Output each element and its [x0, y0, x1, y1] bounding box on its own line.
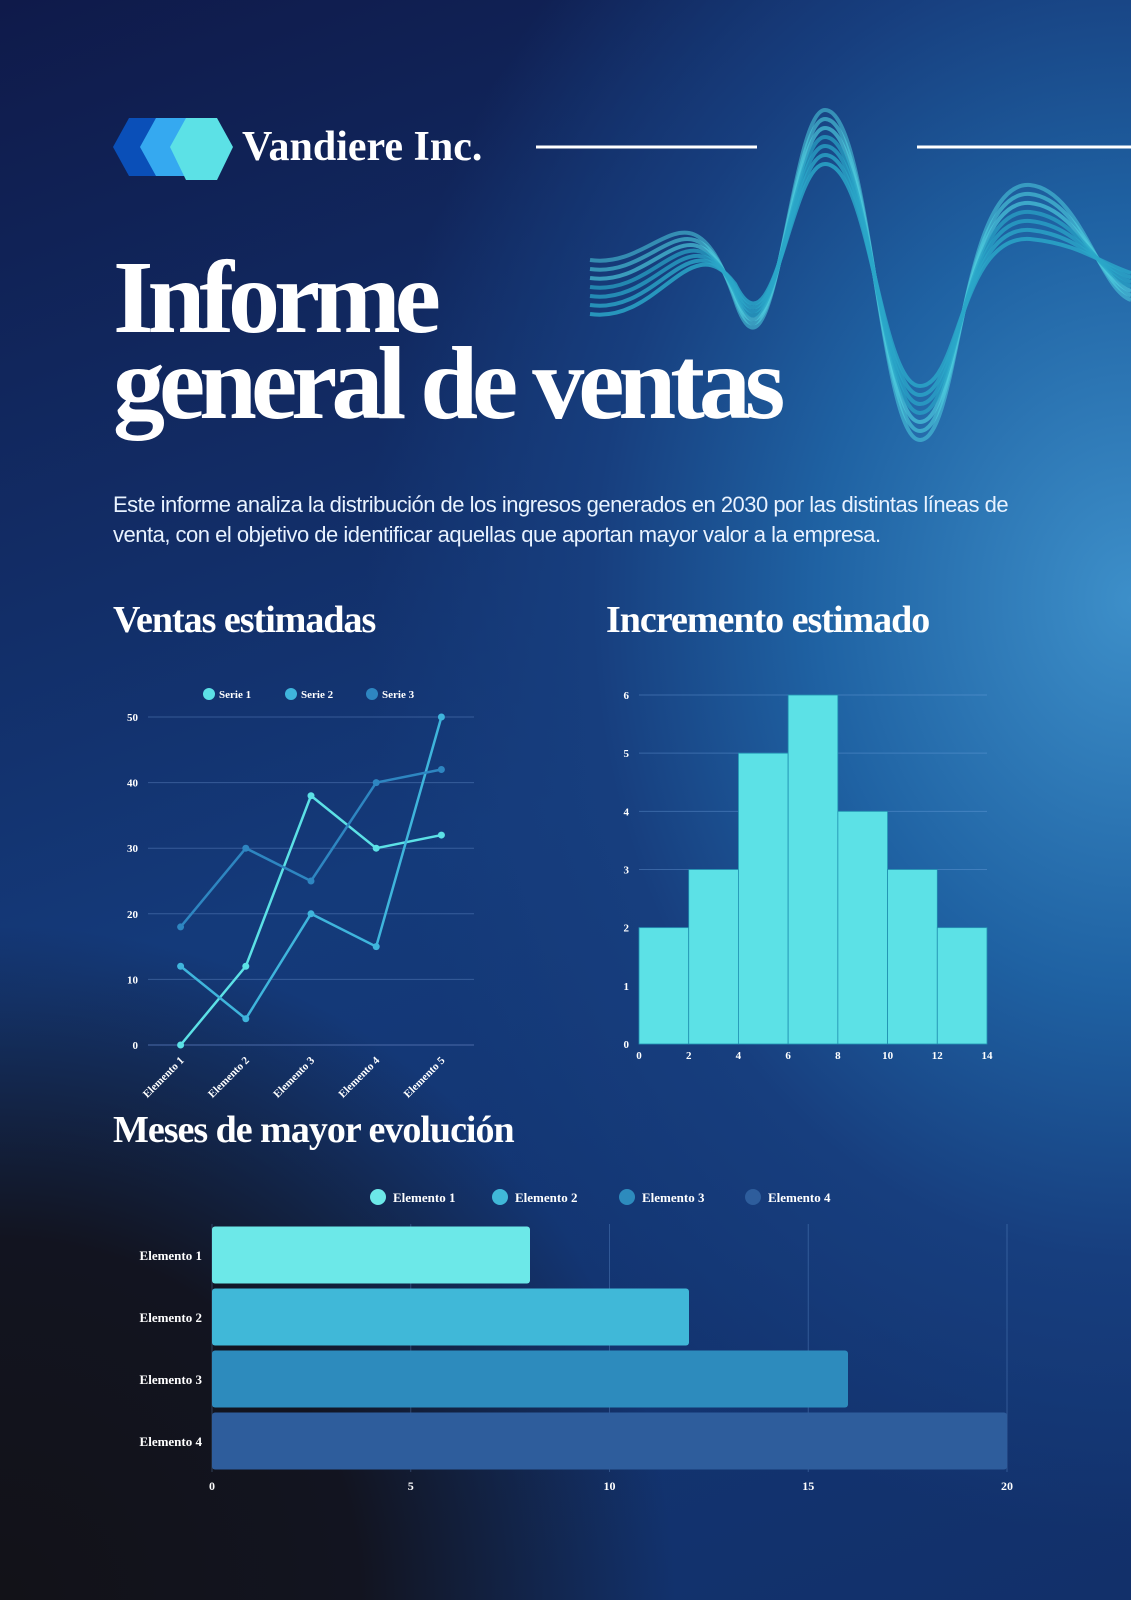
- y-tick-label: 3: [624, 865, 630, 877]
- bar: [212, 1288, 689, 1346]
- intro: Este informe analiza la distribución de …: [113, 492, 1009, 547]
- y-tick-label: 4: [624, 806, 630, 818]
- legend-marker: [492, 1189, 508, 1205]
- point: [372, 779, 380, 787]
- x-tick-label: 0: [209, 1479, 215, 1493]
- point: [242, 962, 250, 970]
- y-tick-label: 30: [127, 843, 139, 855]
- y-tick-label: 10: [127, 974, 139, 986]
- bar: [212, 1412, 1007, 1470]
- legend-label: Serie 2: [301, 689, 334, 701]
- x-tick-label: 15: [802, 1479, 814, 1493]
- y-tick-label: Elemento 1: [140, 1248, 202, 1263]
- x-tick-label: Elemento 3: [271, 1054, 317, 1100]
- point: [177, 923, 185, 931]
- legend-marker: [370, 1189, 386, 1205]
- legend-label: Serie 3: [382, 689, 415, 701]
- brand: Vandiere Inc.: [242, 124, 482, 170]
- chart-title: Ventas estimadas: [113, 599, 376, 641]
- y-tick-label: 0: [624, 1039, 630, 1051]
- y-tick-label: 6: [624, 690, 630, 702]
- bar: [688, 869, 739, 1045]
- x-tick-label: 20: [1001, 1479, 1013, 1493]
- legend-label: Elemento 3: [642, 1190, 705, 1205]
- y-tick-label: Elemento 3: [140, 1372, 203, 1387]
- x-tick-label: 8: [835, 1050, 841, 1062]
- legend-label: Elemento 4: [768, 1190, 831, 1205]
- legend-marker: [619, 1189, 635, 1205]
- bar: [212, 1226, 530, 1284]
- y-tick-label: 50: [127, 712, 139, 724]
- logo-hex: [170, 118, 233, 180]
- bar: [787, 694, 839, 1045]
- x-tick-label: 4: [736, 1050, 742, 1062]
- bar: [936, 927, 988, 1045]
- point: [307, 910, 315, 918]
- y-tick-label: 20: [127, 909, 139, 921]
- legend-label: Elemento 2: [515, 1190, 577, 1205]
- point: [372, 844, 380, 852]
- point: [437, 831, 445, 839]
- wave: [589, 161, 1131, 389]
- x-tick-label: 2: [686, 1050, 692, 1062]
- series-line: [179, 793, 442, 1046]
- x-tick-label: 10: [604, 1479, 616, 1493]
- point: [437, 713, 445, 721]
- point: [307, 877, 315, 885]
- x-tick-label: Elemento 4: [336, 1054, 382, 1100]
- point: [177, 962, 185, 970]
- title-line: Informe: [113, 240, 439, 355]
- x-tick-label: Elemento 2: [206, 1054, 252, 1100]
- series-line: [179, 716, 443, 1021]
- x-tick-label: 0: [636, 1050, 642, 1062]
- legend-marker: [285, 688, 297, 700]
- chart-title: Meses de mayor evolución: [113, 1109, 514, 1151]
- legend-label: Elemento 1: [393, 1190, 455, 1205]
- y-tick-label: 40: [127, 778, 139, 790]
- y-tick-label: Elemento 2: [140, 1310, 202, 1325]
- x-tick-label: Elemento 5: [402, 1054, 448, 1100]
- chart-title: Incremento estimado: [606, 599, 929, 641]
- title-line: general de ventas: [113, 326, 783, 441]
- bar: [212, 1350, 848, 1408]
- x-tick-label: 14: [982, 1050, 994, 1062]
- x-tick-label: 10: [882, 1050, 894, 1062]
- bar: [837, 810, 888, 1045]
- x-tick-label: 6: [785, 1050, 791, 1062]
- y-tick-label: Elemento 4: [140, 1434, 203, 1449]
- legend-label: Serie 1: [219, 689, 251, 701]
- y-tick-label: 2: [624, 923, 630, 935]
- point: [177, 1041, 185, 1049]
- y-tick-label: 1: [624, 981, 630, 993]
- x-tick-label: 5: [408, 1479, 414, 1493]
- point: [372, 943, 380, 951]
- bar: [738, 752, 789, 1045]
- legend-marker: [366, 688, 378, 700]
- point: [437, 765, 445, 773]
- x-tick-label: Elemento 1: [141, 1055, 187, 1101]
- y-tick-label: 0: [133, 1040, 139, 1052]
- y-tick-label: 5: [624, 748, 630, 760]
- legend-marker: [203, 688, 215, 700]
- x-tick-label: 12: [932, 1050, 944, 1062]
- point: [307, 792, 315, 800]
- point: [242, 1015, 250, 1023]
- legend-marker: [745, 1189, 761, 1205]
- bar: [887, 869, 938, 1045]
- wave-decoration: [589, 107, 1131, 443]
- point: [242, 844, 250, 852]
- bar: [638, 927, 690, 1045]
